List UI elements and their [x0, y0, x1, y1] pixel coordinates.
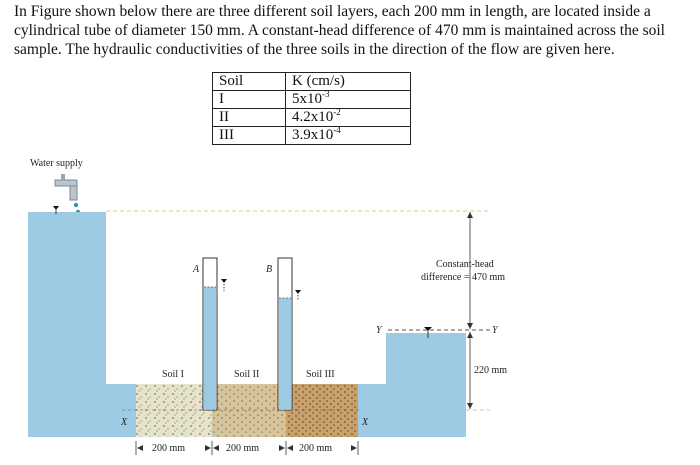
k-base: 4.2x10	[292, 109, 334, 125]
soil-cell: III	[212, 126, 286, 145]
piezometer-b-label: B	[266, 264, 272, 275]
length-label-2: 200 mm	[226, 443, 259, 454]
soil-2-label: Soil II	[234, 369, 259, 380]
constant-head-label: Constant-head	[436, 259, 494, 270]
header-k: K (cm/s)	[285, 72, 411, 91]
water-level-marker	[295, 290, 301, 301]
k-exponent: -2	[333, 107, 341, 117]
length-dimension	[135, 441, 359, 455]
soil-1-label: Soil I	[162, 369, 184, 380]
height-label: 220 mm	[474, 365, 507, 376]
outlet-reservoir	[386, 333, 466, 437]
faucet-icon	[54, 174, 78, 201]
x-left-label: X	[120, 417, 128, 428]
soil-3-label: Soil III	[306, 369, 335, 380]
water-level-marker	[53, 206, 59, 214]
table-row: III 3.9x10-4	[212, 125, 411, 145]
table-row: I 5x10-3	[212, 89, 411, 109]
k-exponent: -3	[322, 89, 330, 99]
k-cell: 5x10-3	[285, 89, 411, 109]
table-header-row: Soil K (cm/s)	[212, 72, 411, 91]
conductivity-table: Soil K (cm/s) I 5x10-3 II 4.2x10-2 III 3…	[212, 72, 411, 145]
piezometer-b	[277, 257, 293, 411]
x-right-label: X	[361, 417, 369, 428]
constant-head-value: difference = 470 mm	[421, 272, 505, 283]
head-dimension	[467, 212, 473, 329]
soil-layer-1	[136, 384, 212, 437]
piezometer-a-label: A	[192, 264, 200, 275]
length-label-1: 200 mm	[152, 443, 185, 454]
height-dimension	[467, 332, 473, 409]
table-row: II 4.2x10-2	[212, 107, 411, 127]
water-level-marker	[424, 327, 432, 338]
piezometer-a	[202, 257, 218, 411]
water-level-marker	[221, 279, 227, 291]
soil-layer-3	[286, 384, 358, 437]
soil-layer-2	[212, 384, 286, 437]
k-exponent: -4	[333, 125, 341, 135]
y-left-label: Y	[376, 325, 383, 336]
k-base: 3.9x10	[292, 127, 334, 143]
length-label-3: 200 mm	[299, 443, 332, 454]
y-right-label: Y	[492, 325, 499, 336]
water-supply-label: Water supply	[30, 158, 83, 169]
problem-statement: In Figure shown below there are three di…	[14, 3, 665, 58]
supply-reservoir	[28, 212, 106, 437]
k-base: 5x10	[292, 91, 322, 107]
k-cell: 3.9x10-4	[285, 125, 411, 145]
